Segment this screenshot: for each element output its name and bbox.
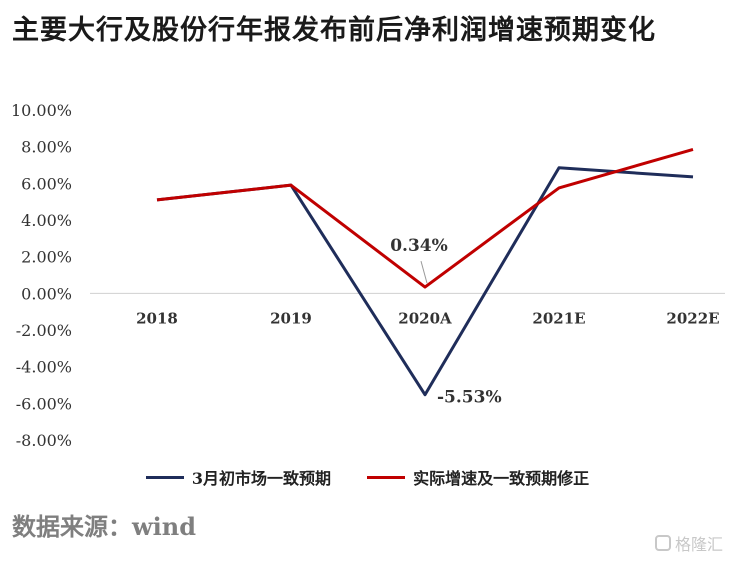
watermark-text: 格隆汇 xyxy=(674,535,723,554)
y-tick-label: -8.00% xyxy=(16,431,72,450)
y-tick-label: 8.00% xyxy=(21,138,72,157)
x-tick-label: 2021E xyxy=(532,309,585,327)
legend-item-series-1: 3月初市场一致预期 xyxy=(145,465,332,489)
legend-label-series-2: 实际增速及一致预期修正 xyxy=(413,469,590,488)
y-tick-label: 0.00% xyxy=(21,284,72,303)
series-line-1 xyxy=(156,166,694,397)
legend-label-series-1: 3月初市场一致预期 xyxy=(191,469,332,488)
legend-swatch-series-2 xyxy=(367,475,406,479)
x-tick-label: 2020A xyxy=(398,309,452,327)
series-line-2 xyxy=(156,147,694,289)
y-tick-label: -2.00% xyxy=(16,321,72,340)
chart-title: 主要大行及股份行年报发布前后净利润增速预期变化 xyxy=(12,15,656,46)
data-source: 数据来源：wind xyxy=(12,512,197,541)
y-tick-label: 2.00% xyxy=(21,248,72,267)
x-tick-label: 2018 xyxy=(136,309,178,327)
x-tick-label: 2022E xyxy=(666,309,719,327)
y-tick-label: -6.00% xyxy=(16,394,72,413)
y-tick-label: -4.00% xyxy=(16,358,72,377)
watermark: 格隆汇 xyxy=(654,531,723,555)
data-label-2020A-actual: 0.34% xyxy=(390,236,448,256)
legend: 3月初市场一致预期 实际增速及一致预期修正 xyxy=(0,465,735,489)
x-tick-label: 2019 xyxy=(270,309,312,327)
data-label-2020A-consensus: -5.53% xyxy=(437,388,502,408)
watermark-logo-icon xyxy=(654,535,671,551)
y-tick-label: 10.00% xyxy=(11,101,72,120)
legend-swatch-series-1 xyxy=(145,475,184,479)
y-tick-label: 4.00% xyxy=(21,211,72,230)
y-tick-label: 6.00% xyxy=(21,174,72,193)
annotation-leader-line xyxy=(420,260,428,284)
legend-item-series-2: 实际增速及一致预期修正 xyxy=(367,465,589,489)
